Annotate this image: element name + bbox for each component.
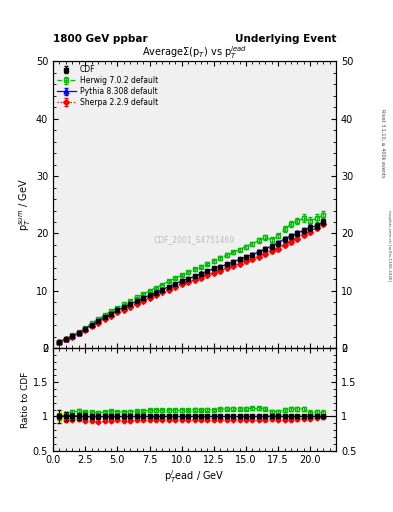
- Text: Underlying Event: Underlying Event: [235, 33, 336, 44]
- Legend: CDF, Herwig 7.0.2 default, Pythia 8.308 default, Sherpa 2.2.9 default: CDF, Herwig 7.0.2 default, Pythia 8.308 …: [55, 63, 160, 109]
- Text: mcplots.cern.ch [arXiv:1306.3436]: mcplots.cern.ch [arXiv:1306.3436]: [387, 210, 391, 281]
- Title: Average$\Sigma$(p$_T$) vs p$_T^{lead}$: Average$\Sigma$(p$_T$) vs p$_T^{lead}$: [142, 45, 247, 61]
- Text: 1800 GeV ppbar: 1800 GeV ppbar: [53, 33, 148, 44]
- Text: Rivet 3.1.10, ≥ 400k events: Rivet 3.1.10, ≥ 400k events: [381, 109, 386, 178]
- Y-axis label: Ratio to CDF: Ratio to CDF: [21, 371, 30, 428]
- X-axis label: p$_T^{l}$ead / GeV: p$_T^{l}$ead / GeV: [164, 468, 225, 485]
- Y-axis label: p$_T^{sum}$ / GeV: p$_T^{sum}$ / GeV: [18, 178, 33, 231]
- Text: CDF_2001_S4751469: CDF_2001_S4751469: [154, 234, 235, 244]
